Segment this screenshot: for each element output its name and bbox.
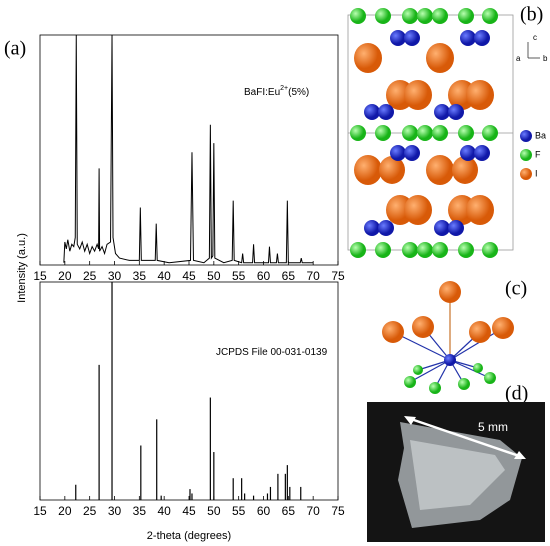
- plot-frame: [40, 282, 338, 500]
- x-tick-label: 20: [58, 269, 72, 283]
- x-tick-label: 30: [108, 504, 122, 518]
- annotation-part: 2+: [280, 85, 288, 92]
- x-tick-label: 25: [83, 504, 97, 518]
- x-tick-label: 50: [207, 269, 221, 283]
- plot-frame: [40, 35, 338, 265]
- panel-label: (c): [505, 278, 527, 300]
- crystal-photo: 5 mm: [367, 402, 545, 542]
- x-tick-label: 35: [133, 269, 147, 283]
- crystal-structure: c a b Ba F I: [348, 8, 548, 258]
- pattern-line: [64, 35, 313, 263]
- y-axis-label: Intensity (a.u.): [16, 233, 28, 303]
- panel-label: (a): [4, 38, 26, 60]
- legend-label: F: [535, 149, 541, 159]
- axis-label: a: [516, 54, 521, 63]
- x-tick-label: 65: [282, 269, 296, 283]
- panel-label: (d): [505, 383, 528, 405]
- x-tick-label: 45: [182, 269, 196, 283]
- annotation-part: JCPDS File 00-031-0139: [216, 347, 328, 358]
- x-tick-label: 70: [306, 269, 320, 283]
- x-tick-label: 15: [33, 269, 47, 283]
- x-tick-label: 35: [133, 504, 147, 518]
- x-tick-label: 30: [108, 269, 122, 283]
- annotation-part: (5%): [288, 87, 309, 98]
- panel-label: (b): [520, 4, 543, 26]
- axis-label: c: [533, 33, 537, 42]
- x-tick-label: 60: [257, 269, 271, 283]
- x-tick-label: 65: [282, 504, 296, 518]
- axis-label: b: [543, 54, 548, 63]
- x-tick-label: 40: [157, 504, 171, 518]
- x-axis-label: 2-theta (degrees): [147, 530, 231, 542]
- x-tick-label: 70: [306, 504, 320, 518]
- x-tick-label: 40: [157, 269, 171, 283]
- x-tick-label: 20: [58, 504, 72, 518]
- scale-label: 5 mm: [478, 420, 508, 434]
- x-tick-label: 60: [257, 504, 271, 518]
- legend-label: Ba: [535, 130, 546, 140]
- x-tick-label: 75: [331, 504, 345, 518]
- x-tick-label: 25: [83, 269, 97, 283]
- coordination: [382, 281, 514, 394]
- x-tick-label: 55: [232, 269, 246, 283]
- figure: (a) (b) (c) (d) c a b: [0, 0, 550, 546]
- annotation: JCPDS File 00-031-0139: [216, 347, 328, 358]
- annotation: BaFI:Eu2+(5%): [244, 85, 309, 98]
- x-tick-label: 15: [33, 504, 47, 518]
- legend-label: I: [535, 168, 538, 178]
- x-tick-label: 45: [182, 504, 196, 518]
- x-tick-label: 55: [232, 504, 246, 518]
- x-tick-label: 75: [331, 269, 345, 283]
- annotation-part: BaFI:Eu: [244, 87, 280, 98]
- x-tick-label: 50: [207, 504, 221, 518]
